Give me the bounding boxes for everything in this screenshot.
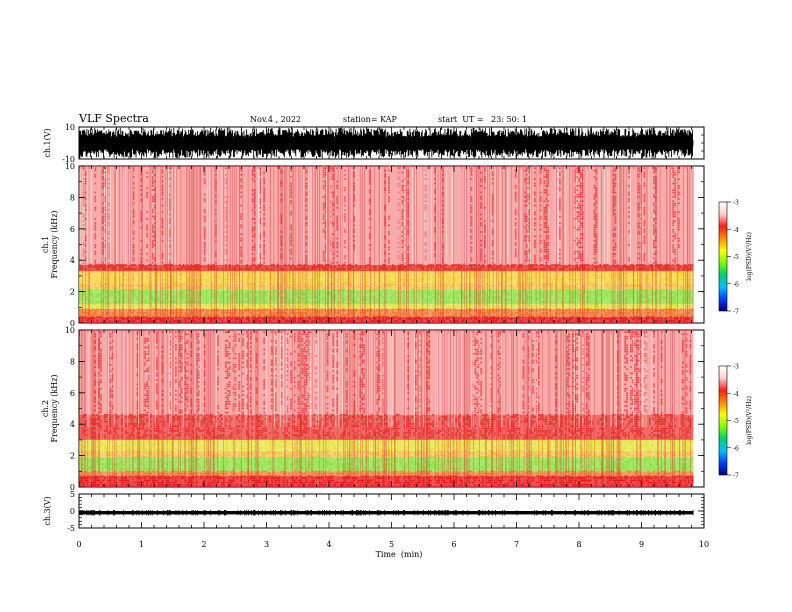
header-start-time: start UT = 23: 50: 1 — [438, 115, 527, 124]
ch3-waveform-spikes — [80, 510, 694, 516]
spectrogram-band — [79, 283, 694, 291]
spectrogram-band-texture — [79, 456, 694, 470]
x-tick-label: 7 — [514, 540, 519, 549]
x-tick-label: 2 — [201, 540, 206, 549]
ch1-spectrogram-ylabel: ch.1Frequency (kHz) — [41, 210, 59, 278]
ch1-waveform-ticks — [78, 127, 705, 159]
colorbar-tick-label: -7 — [733, 473, 739, 480]
spectrogram-band — [79, 271, 694, 284]
y-tick-label: 0 — [70, 507, 75, 516]
y-tick-label: 2 — [70, 452, 75, 461]
spectrogram-band-texture — [82, 414, 692, 439]
y-tick-label: 2 — [70, 288, 75, 297]
spectrogram-band — [79, 471, 694, 477]
x-tick-label: 6 — [451, 540, 456, 549]
x-tick-label: 1 — [139, 540, 144, 549]
ch1-waveform-core — [79, 139, 694, 147]
spectrogram-band — [79, 304, 694, 309]
spectrogram-band-texture — [94, 329, 692, 414]
ch3-waveform-trace — [79, 511, 694, 515]
y-tick-label: 6 — [70, 389, 75, 398]
colorbar-tick-label: -7 — [733, 309, 739, 316]
ch2-colorbar-label: log(PSD)(V²/Hz) — [746, 396, 753, 445]
ch2-spectrogram-ticks — [78, 330, 705, 487]
header-station: station= KAP — [343, 115, 398, 124]
colorbar-tick-label: -4 — [733, 391, 739, 398]
colorbar-tick-label: -5 — [733, 254, 739, 261]
x-axis-tick-labels: 0 1 2 3 4 5 6 7 8 9 10 — [76, 540, 709, 549]
figure-title: VLF Spectra — [78, 112, 149, 125]
ch1-colorbar-bar — [718, 201, 728, 312]
ch1-spectrogram-ylabel-line: ch.1 — [41, 236, 50, 253]
spectrogram-band-texture — [79, 283, 694, 289]
header-date: Nov.4 , 2022 — [250, 115, 301, 124]
y-tick-label: 10 — [65, 123, 75, 132]
spectrogram-band — [79, 330, 694, 415]
ch1-spectrogram-ticks — [78, 166, 705, 323]
ch3-waveform-ylabel: ch.3(V) — [43, 496, 52, 525]
ch1-spectrogram-heatmap — [79, 165, 694, 323]
y-tick-label: 10 — [65, 162, 75, 171]
ch2-colorbar-bar — [718, 365, 728, 476]
spectrogram-band — [79, 316, 694, 323]
spectrogram-band — [79, 439, 694, 451]
colorbar-tick-label: -6 — [733, 445, 739, 452]
x-tick-label: 9 — [639, 540, 644, 549]
y-tick-label: -10 — [62, 155, 75, 164]
ch2-colorbar: -3 -4 -5 -6 -7 log(PSD)(V²/Hz) — [718, 364, 753, 480]
colorbar-tick-label: -6 — [733, 281, 739, 288]
y-tick-label: 4 — [70, 420, 75, 429]
ch3-waveform-y-axis: 5 0 -5 — [67, 490, 704, 533]
ch1-waveform-y-axis: 10 -10 — [62, 123, 704, 164]
y-tick-label: 0 — [70, 319, 75, 328]
colorbar-tick-label: -3 — [733, 364, 739, 371]
x-axis-label: Time (min) — [376, 550, 423, 559]
colorbar-tick-label: -4 — [733, 227, 739, 234]
y-tick-label: 8 — [70, 193, 75, 202]
spectrogram-gap-streaks — [79, 169, 687, 264]
ch2-spectrogram-ylabel-line: ch.2 — [41, 400, 50, 417]
y-tick-label: 5 — [70, 490, 75, 499]
spectrogram-impulse-streaks — [79, 330, 691, 487]
spectrogram-band-texture — [79, 270, 694, 283]
ch1-spectrogram-y-axis: 0 2 4 6 8 10 — [65, 162, 704, 328]
ch3-waveform-ticks — [78, 494, 705, 528]
y-tick-label: -5 — [67, 524, 75, 533]
x-tick-label: 10 — [699, 540, 709, 549]
y-tick-label: 10 — [65, 326, 75, 335]
ch2-spectrogram-heatmap — [79, 329, 694, 487]
ch1-colorbar: -3 -4 -5 -6 -7 log(PSD)(V²/Hz) — [718, 200, 753, 316]
spectrogram-band — [79, 476, 694, 487]
y-tick-label: 6 — [70, 225, 75, 234]
ch2-spectrogram-ylabel: ch.2Frequency (kHz) — [41, 374, 59, 442]
spectrogram-gap-streaks — [87, 333, 681, 428]
ch1-spectrogram-ylabel-line: Frequency (kHz) — [50, 210, 59, 278]
ch2-spectrogram-y-axis: 0 2 4 6 8 10 — [65, 326, 704, 492]
x-tick-label: 3 — [264, 540, 269, 549]
spectrogram-band-texture — [79, 308, 694, 316]
spectrogram-band-texture — [79, 264, 694, 270]
y-tick-label: 0 — [70, 483, 75, 492]
spectrogram-band — [79, 457, 694, 472]
colorbar-tick-label: -5 — [733, 418, 739, 425]
y-tick-label: 4 — [70, 256, 75, 265]
y-tick-label: 8 — [70, 357, 75, 366]
ch2-spectrogram-ylabel-line: Frequency (kHz) — [50, 374, 59, 442]
spectrogram-band-texture — [79, 303, 694, 308]
x-tick-label: 4 — [326, 540, 331, 549]
x-tick-label: 0 — [76, 540, 81, 549]
spectrogram-band — [79, 308, 694, 317]
spectrogram-band-texture — [79, 450, 694, 456]
colorbar-tick-label: -3 — [733, 200, 739, 207]
spectrogram-band — [79, 450, 694, 458]
spectrogram-band — [79, 264, 694, 272]
x-tick-label: 8 — [576, 540, 581, 549]
ch1-colorbar-label: log(PSD)(V²/Hz) — [746, 232, 753, 281]
spectrogram-band — [79, 166, 694, 265]
x-tick-label: 5 — [389, 540, 394, 549]
spectrogram-band — [79, 290, 694, 305]
ch1-waveform-ylabel: ch.1(V) — [43, 128, 52, 157]
